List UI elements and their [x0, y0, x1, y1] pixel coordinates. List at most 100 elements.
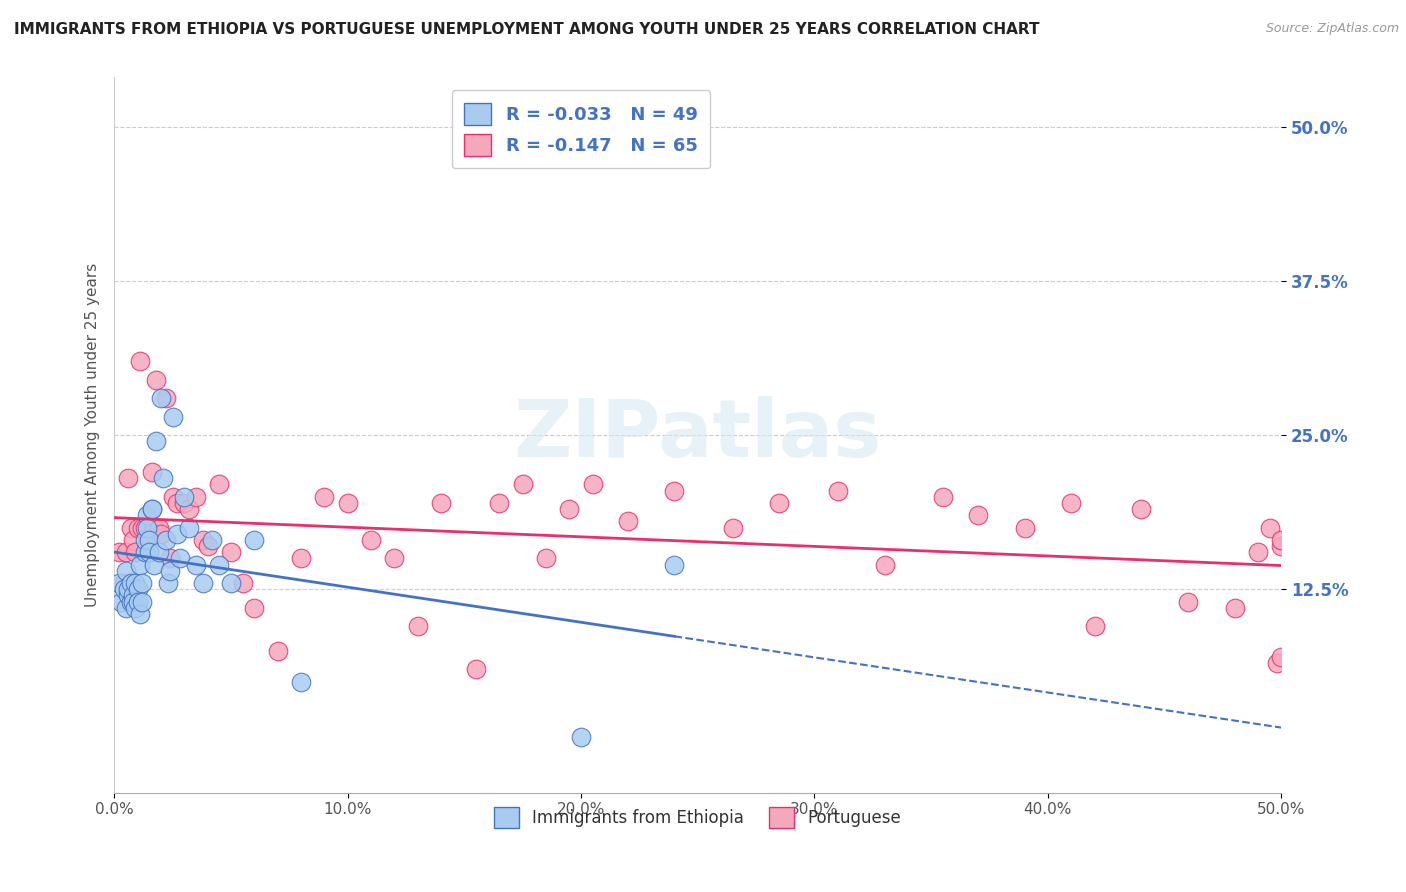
Point — [112, 582, 135, 597]
Point — [1258, 520, 1281, 534]
Point — [1014, 520, 1036, 534]
Point — [145, 373, 167, 387]
Point — [201, 533, 224, 547]
Point — [219, 545, 242, 559]
Point — [141, 465, 163, 479]
Point — [156, 576, 179, 591]
Point — [117, 582, 139, 597]
Point — [243, 533, 266, 547]
Point — [266, 644, 288, 658]
Point — [232, 576, 254, 591]
Point — [138, 545, 160, 559]
Point — [173, 490, 195, 504]
Point — [219, 576, 242, 591]
Point — [360, 533, 382, 547]
Point — [582, 477, 605, 491]
Point — [191, 576, 214, 591]
Point — [1223, 600, 1246, 615]
Point — [534, 551, 557, 566]
Point — [138, 533, 160, 547]
Text: Source: ZipAtlas.com: Source: ZipAtlas.com — [1265, 22, 1399, 36]
Point — [148, 545, 170, 559]
Point — [184, 490, 207, 504]
Point — [1060, 496, 1083, 510]
Point — [569, 730, 592, 744]
Point — [169, 551, 191, 566]
Point — [1130, 502, 1153, 516]
Point — [208, 477, 231, 491]
Point — [131, 520, 153, 534]
Point — [135, 520, 157, 534]
Point — [121, 588, 143, 602]
Point — [1177, 594, 1199, 608]
Point — [166, 526, 188, 541]
Point — [155, 533, 177, 547]
Point — [120, 520, 142, 534]
Point — [932, 490, 955, 504]
Point — [512, 477, 534, 491]
Point — [162, 409, 184, 424]
Point — [121, 594, 143, 608]
Point — [162, 490, 184, 504]
Legend: Immigrants from Ethiopia, Portuguese: Immigrants from Ethiopia, Portuguese — [488, 801, 908, 834]
Point — [177, 502, 200, 516]
Point — [159, 551, 181, 566]
Point — [768, 496, 790, 510]
Point — [117, 471, 139, 485]
Point — [290, 551, 312, 566]
Point — [664, 483, 686, 498]
Point — [149, 391, 172, 405]
Point — [124, 600, 146, 615]
Point — [127, 594, 149, 608]
Point — [108, 545, 131, 559]
Point — [558, 502, 581, 516]
Point — [128, 607, 150, 621]
Point — [1084, 619, 1107, 633]
Point — [135, 539, 157, 553]
Point — [128, 354, 150, 368]
Point — [1270, 539, 1292, 553]
Point — [117, 588, 139, 602]
Point — [112, 576, 135, 591]
Point — [124, 576, 146, 591]
Point — [208, 558, 231, 572]
Point — [134, 545, 156, 559]
Point — [141, 502, 163, 516]
Point — [127, 520, 149, 534]
Point — [664, 558, 686, 572]
Point — [115, 545, 138, 559]
Point — [382, 551, 405, 566]
Point — [290, 674, 312, 689]
Point — [131, 594, 153, 608]
Point — [108, 576, 131, 591]
Point — [127, 582, 149, 597]
Point — [1270, 533, 1292, 547]
Point — [134, 520, 156, 534]
Point — [166, 496, 188, 510]
Point — [145, 434, 167, 449]
Point — [134, 533, 156, 547]
Point — [148, 520, 170, 534]
Point — [110, 594, 132, 608]
Point — [243, 600, 266, 615]
Text: ZIPatlas: ZIPatlas — [513, 396, 882, 474]
Point — [488, 496, 510, 510]
Point — [120, 576, 142, 591]
Point — [138, 545, 160, 559]
Point — [827, 483, 849, 498]
Point — [177, 520, 200, 534]
Point — [1270, 650, 1292, 665]
Point — [155, 391, 177, 405]
Point — [135, 508, 157, 523]
Point — [141, 502, 163, 516]
Point — [406, 619, 429, 633]
Point — [128, 558, 150, 572]
Point — [173, 496, 195, 510]
Point — [152, 471, 174, 485]
Point — [1247, 545, 1270, 559]
Point — [184, 558, 207, 572]
Point — [1265, 656, 1288, 670]
Point — [721, 520, 744, 534]
Point — [967, 508, 990, 523]
Point — [131, 576, 153, 591]
